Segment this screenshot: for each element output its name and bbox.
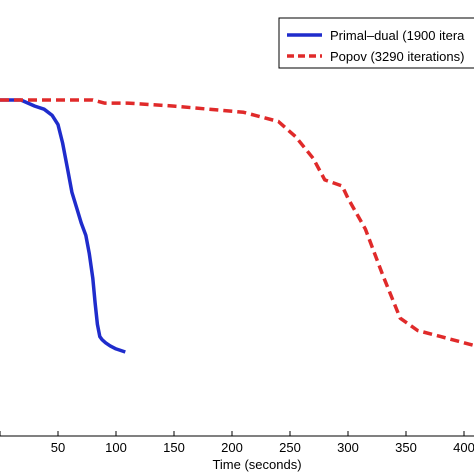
x-tick-label-150: 150 — [163, 440, 185, 455]
x-axis-title: Time (seconds) — [212, 457, 301, 472]
legend-label-primal-dual: Primal–dual (1900 itera — [330, 28, 465, 43]
x-tick-label-200: 200 — [221, 440, 243, 455]
series-layer — [0, 98, 474, 354]
x-tick-label-350: 350 — [395, 440, 417, 455]
x-tick-label-300: 300 — [337, 440, 359, 455]
x-axis-ticks: 50 100 150 200 250 300 350 400 — [0, 431, 474, 455]
series-line-primal-dual — [0, 98, 126, 354]
legend: Primal–dual (1900 itera Popov (3290 iter… — [278, 17, 474, 69]
x-tick-label-50: 50 — [51, 440, 65, 455]
x-tick-label-400: 400 — [453, 440, 474, 455]
legend-label-popov: Popov (3290 iterations) — [330, 49, 464, 64]
x-tick-label-100: 100 — [105, 440, 127, 455]
series-line-popov — [0, 98, 474, 348]
legend-box — [278, 17, 474, 69]
x-tick-label-250: 250 — [279, 440, 301, 455]
